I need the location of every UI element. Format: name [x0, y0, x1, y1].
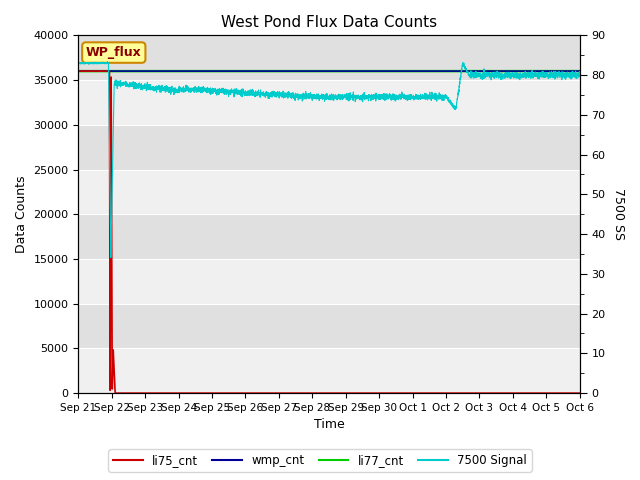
7500 Signal [107, 255, 115, 261]
7500 Signal [576, 69, 584, 75]
7500 Signal [182, 86, 190, 92]
Bar [79, 80, 580, 125]
7500 Signal [104, 59, 111, 64]
li75_cnt [214, 390, 222, 396]
wmp_cnt [182, 68, 189, 74]
wmp_cnt [387, 68, 394, 74]
wmp_cnt [214, 68, 222, 74]
li77_cnt [214, 68, 222, 74]
li75_cnt [378, 390, 385, 396]
Y-axis label: Data Counts: Data Counts [15, 176, 28, 253]
7500 Signal [75, 60, 83, 66]
wmp_cnt [378, 68, 385, 74]
Bar [79, 304, 580, 348]
7500 Signal [387, 95, 394, 101]
7500 Signal [378, 94, 385, 99]
Bar [79, 36, 580, 80]
li75_cnt [387, 390, 394, 396]
Bar [79, 259, 580, 304]
li75_cnt [528, 390, 536, 396]
Bar [79, 214, 580, 259]
X-axis label: Time: Time [314, 419, 344, 432]
li77_cnt [528, 68, 536, 74]
li77_cnt [182, 68, 189, 74]
li77_cnt [75, 68, 83, 74]
li77_cnt [576, 68, 584, 74]
Legend: li75_cnt, wmp_cnt, li77_cnt, 7500 Signal: li75_cnt, wmp_cnt, li77_cnt, 7500 Signal [109, 449, 531, 472]
Bar [79, 169, 580, 214]
Title: West Pond Flux Data Counts: West Pond Flux Data Counts [221, 15, 437, 30]
li75_cnt [111, 390, 119, 396]
li75_cnt [182, 390, 189, 396]
Line: 7500 Signal: 7500 Signal [79, 61, 580, 258]
7500 Signal [215, 88, 223, 94]
li77_cnt [378, 68, 385, 74]
Text: WP_flux: WP_flux [86, 46, 141, 59]
Line: li75_cnt: li75_cnt [79, 71, 580, 393]
Y-axis label: 7500 SS: 7500 SS [612, 188, 625, 240]
li75_cnt [575, 390, 583, 396]
li75_cnt [75, 68, 83, 74]
wmp_cnt [576, 68, 584, 74]
li77_cnt [387, 68, 394, 74]
li75_cnt [576, 390, 584, 396]
wmp_cnt [575, 68, 583, 74]
wmp_cnt [75, 68, 83, 74]
Bar [79, 125, 580, 169]
7500 Signal [529, 75, 536, 81]
Bar [79, 348, 580, 393]
7500 Signal [575, 70, 583, 76]
wmp_cnt [528, 68, 536, 74]
li77_cnt [575, 68, 583, 74]
